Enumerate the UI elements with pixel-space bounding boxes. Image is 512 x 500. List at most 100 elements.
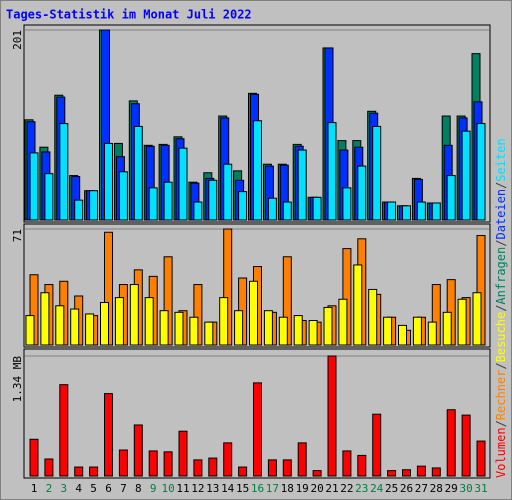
bar <box>431 467 441 477</box>
bar <box>70 308 80 346</box>
bar <box>461 414 471 477</box>
bar <box>118 171 128 221</box>
bar <box>267 459 277 477</box>
x-tick-label: 16 <box>251 482 264 495</box>
panel-frame <box>23 348 491 479</box>
bar <box>193 201 203 221</box>
bar <box>144 297 154 346</box>
legend-entry: Besuche <box>494 312 508 363</box>
y-tick-label: 71 <box>11 229 24 242</box>
x-tick-label: 27 <box>415 482 428 495</box>
bar <box>44 173 54 221</box>
bar <box>118 449 128 477</box>
legend-separator: / <box>494 420 508 427</box>
x-tick-label: 15 <box>236 482 249 495</box>
x-tick-label: 9 <box>150 482 157 495</box>
bar <box>208 457 218 477</box>
bar <box>431 202 441 221</box>
bar <box>100 302 109 346</box>
y-tick-label: 1.34 MB <box>11 356 24 403</box>
bar <box>427 321 437 346</box>
bar <box>129 284 139 346</box>
bar <box>476 440 486 477</box>
x-tick-label: 8 <box>135 482 142 495</box>
bar <box>193 459 203 477</box>
legend-entry: Anfragen <box>494 247 508 305</box>
legend: Volumen/Rechner/Besuche/Anfragen/Dateien… <box>494 138 508 478</box>
x-tick-label: 24 <box>370 482 384 495</box>
bar <box>461 130 471 221</box>
bar <box>357 454 367 477</box>
legend-separator: / <box>494 362 508 369</box>
bar <box>387 470 397 477</box>
bar <box>223 442 233 477</box>
x-tick-label: 25 <box>385 482 398 495</box>
bar <box>476 123 486 221</box>
legend-entry: Volumen <box>494 427 508 478</box>
bar <box>416 465 426 477</box>
bar <box>223 163 233 221</box>
x-tick-label: 10 <box>161 482 174 495</box>
x-tick-label: 14 <box>221 482 235 495</box>
x-tick-label: 11 <box>176 482 189 495</box>
bar <box>412 316 422 346</box>
bar <box>368 288 378 346</box>
bar <box>204 321 214 346</box>
x-tick-label: 5 <box>90 482 97 495</box>
bar <box>342 187 352 221</box>
bar <box>297 442 307 477</box>
x-tick-label: 13 <box>206 482 219 495</box>
bar <box>189 316 199 346</box>
bar <box>312 470 322 477</box>
bar <box>293 315 303 346</box>
x-tick-label: 23 <box>355 482 368 495</box>
x-tick-label: 6 <box>105 482 112 495</box>
bar <box>327 122 337 221</box>
x-tick-label: 22 <box>340 482 353 495</box>
bar <box>234 310 244 346</box>
bar <box>308 319 318 346</box>
x-tick-label: 20 <box>310 482 323 495</box>
bar <box>208 179 218 221</box>
bar <box>278 316 288 346</box>
bar <box>442 311 452 346</box>
legend-entry: Seiten <box>494 138 508 181</box>
bar <box>178 147 188 221</box>
bar <box>457 298 467 346</box>
bar <box>338 298 348 346</box>
legend-separator: / <box>494 305 508 312</box>
bar <box>148 450 158 477</box>
chart-title: Tages-Statistik im Monat Juli 2022 <box>6 8 252 22</box>
x-tick-label: 31 <box>474 482 487 495</box>
panel-frame <box>23 223 491 348</box>
x-tick-label: 2 <box>46 482 53 495</box>
bar <box>114 297 124 346</box>
bar <box>253 120 262 221</box>
bar <box>342 450 352 477</box>
x-tick-label: 19 <box>296 482 309 495</box>
bar <box>383 316 393 346</box>
x-tick-label: 18 <box>281 482 294 495</box>
bar <box>238 191 248 221</box>
bar <box>29 438 39 477</box>
bar <box>74 199 84 221</box>
bar <box>446 409 456 477</box>
bar <box>372 125 382 221</box>
bar <box>85 313 95 346</box>
bar <box>25 315 35 346</box>
bar <box>282 201 292 221</box>
bar <box>267 197 277 221</box>
x-tick-label: 28 <box>430 482 443 495</box>
x-tick-label: 7 <box>120 482 127 495</box>
bar <box>133 125 143 221</box>
bar <box>133 424 143 477</box>
y-tick-label: 201 <box>11 30 24 50</box>
bar <box>238 466 248 477</box>
bar <box>219 297 229 346</box>
bar <box>148 187 158 221</box>
x-tick-label: 29 <box>445 482 458 495</box>
bar <box>174 311 184 346</box>
bar <box>104 142 113 221</box>
bar <box>282 459 292 477</box>
